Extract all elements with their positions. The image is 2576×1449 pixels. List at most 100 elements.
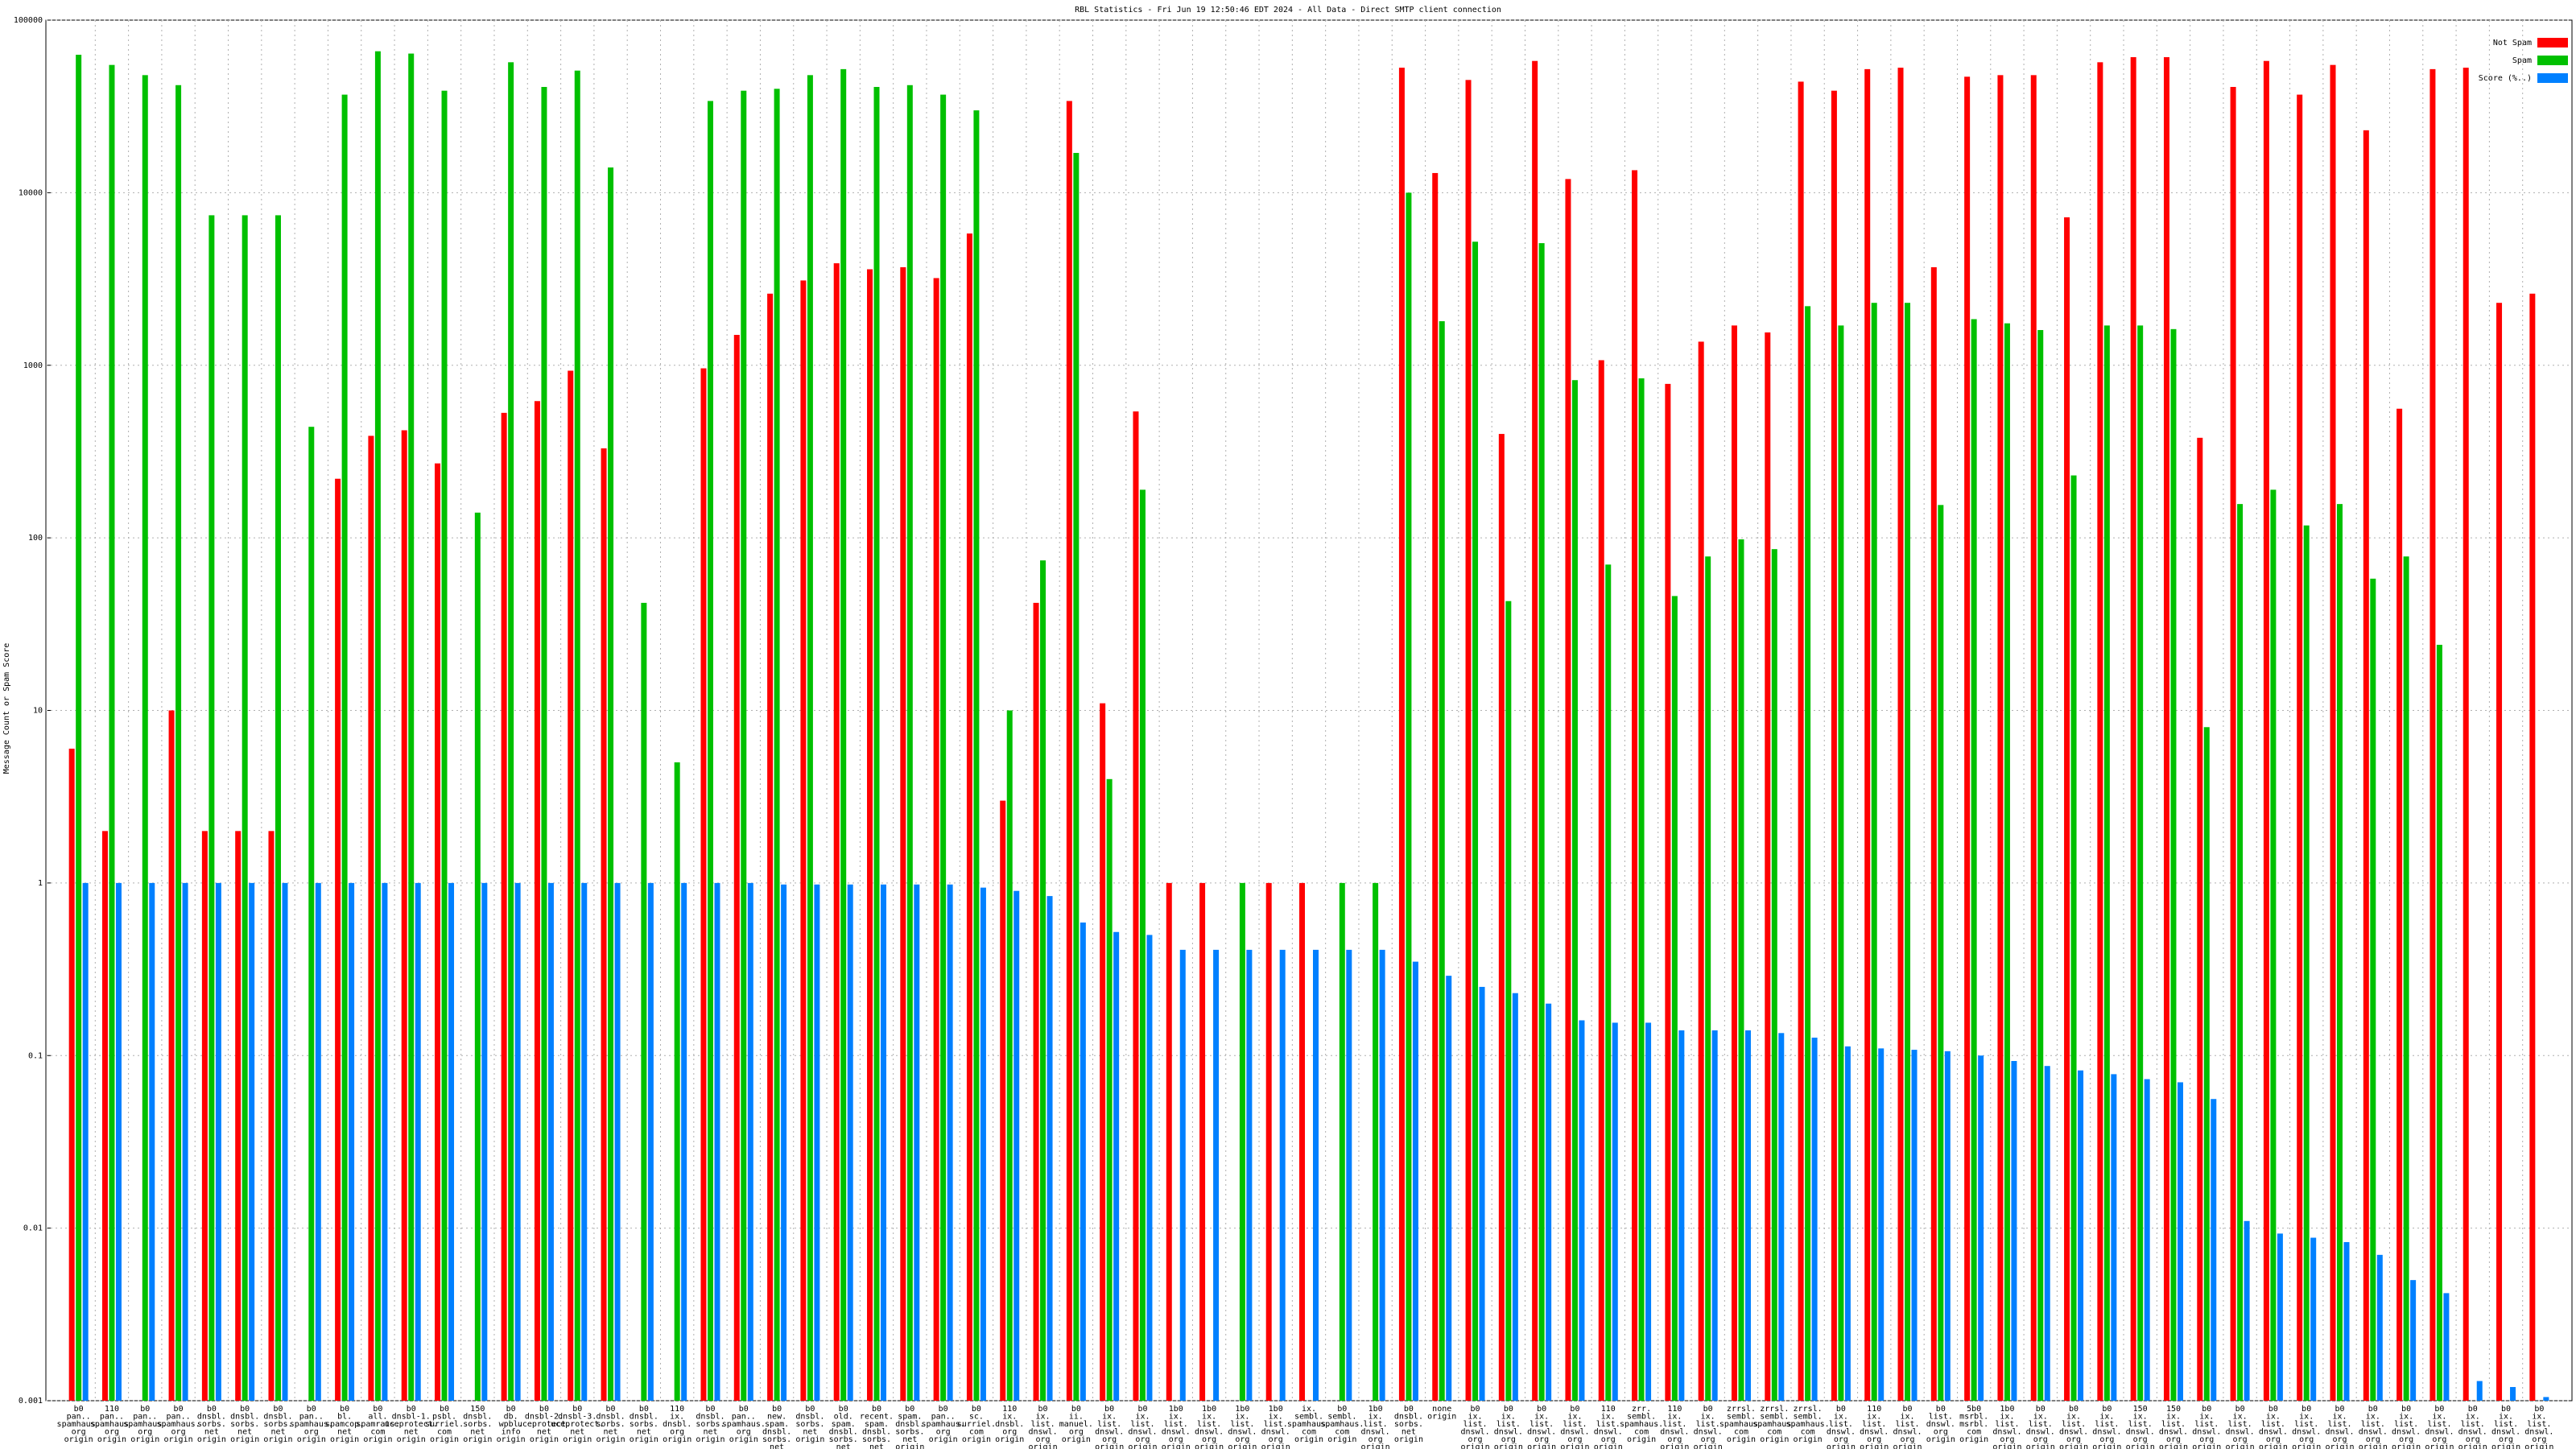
bar bbox=[2197, 437, 2203, 1401]
x-tick-label: b0 ix. list. dnswl. org origin bbox=[2292, 1405, 2321, 1449]
x-tick-label: b0 ii. manuel. org origin bbox=[1059, 1405, 1093, 1444]
x-tick-label: b0 ix. list. dnswl. org origin bbox=[2458, 1405, 2487, 1449]
bar bbox=[2203, 727, 2210, 1401]
x-tick-label: b0 dnsbl. sorbs. net origin bbox=[1394, 1405, 1423, 1444]
bar bbox=[2277, 1233, 2283, 1401]
bar bbox=[1612, 1022, 1618, 1401]
bar bbox=[1598, 360, 1604, 1401]
bar bbox=[1579, 1020, 1585, 1401]
bar bbox=[2303, 525, 2310, 1401]
bar bbox=[1864, 68, 1871, 1401]
bar bbox=[1346, 949, 1352, 1401]
x-tick-label: none origin bbox=[1427, 1405, 1456, 1422]
bar bbox=[1339, 882, 1345, 1401]
x-tick-label: 150 ix. list. dnswl. org origin bbox=[2126, 1405, 2155, 1449]
bar bbox=[1046, 896, 1053, 1401]
bar bbox=[2443, 1293, 2450, 1401]
x-tick-label: b0 ix. list. dnswl. org origin bbox=[1827, 1405, 1856, 1449]
bar bbox=[1698, 341, 1704, 1401]
x-tick-label: zrr. sembl. spamhaus. com origin bbox=[1620, 1405, 1663, 1444]
bar bbox=[601, 448, 607, 1402]
bar bbox=[547, 882, 554, 1401]
x-tick-label: 150 ix. list. dnswl. org origin bbox=[2159, 1405, 2188, 1449]
bar bbox=[781, 884, 787, 1401]
y-axis-label: Message Count or Spam Score bbox=[2, 643, 11, 774]
bar bbox=[2111, 1074, 2117, 1401]
bar bbox=[2297, 94, 2303, 1401]
bar bbox=[1805, 306, 1811, 1401]
bar bbox=[1844, 1046, 1851, 1401]
bar bbox=[1439, 321, 1445, 1401]
bar bbox=[2011, 1061, 2017, 1401]
x-tick-label: b0 ix. list. dnswl. org origin bbox=[2226, 1405, 2255, 1449]
bar bbox=[142, 75, 148, 1402]
x-tick-label: b0 ix. list. dnswl. org origin bbox=[1694, 1405, 1723, 1449]
bar bbox=[1971, 319, 1977, 1401]
bar bbox=[814, 884, 820, 1401]
bar bbox=[973, 110, 980, 1401]
x-tick-label: b0 psbl. surriel. com origin bbox=[425, 1405, 464, 1444]
x-tick-label: b0 pan.. spamhaus. org origin bbox=[156, 1405, 200, 1444]
bar bbox=[1546, 1003, 1552, 1401]
bar bbox=[1265, 882, 1272, 1401]
bar bbox=[774, 89, 780, 1402]
bar bbox=[382, 882, 388, 1401]
bar bbox=[282, 882, 288, 1401]
bar bbox=[1765, 332, 1771, 1401]
x-tick-label: b0 dnsbl-1. uceprotect. net origin bbox=[385, 1405, 438, 1444]
bar bbox=[707, 101, 713, 1401]
bar bbox=[1113, 931, 1120, 1401]
chart-title: RBL Statistics - Fri Jun 19 12:50:46 EDT… bbox=[1075, 6, 1501, 14]
bar bbox=[2343, 1241, 2350, 1401]
bar bbox=[906, 85, 913, 1402]
bar bbox=[82, 882, 89, 1401]
bar bbox=[2177, 1082, 2183, 1401]
x-tick-label: b0 dnsbl. sorbs. net origin bbox=[630, 1405, 658, 1444]
bar bbox=[2211, 1099, 2217, 1401]
bar bbox=[1838, 325, 1844, 1401]
bar bbox=[2170, 328, 2177, 1401]
bar bbox=[933, 278, 939, 1401]
bar bbox=[1632, 170, 1638, 1401]
x-tick-label: b0 sc. surriel. com origin bbox=[957, 1405, 996, 1444]
x-tick-label: b0 db. wpbl. info origin bbox=[497, 1405, 526, 1444]
x-tick-label: b0 ix. list. dnswl. org origin bbox=[2192, 1405, 2221, 1449]
bar bbox=[68, 749, 75, 1401]
bar bbox=[2037, 329, 2044, 1401]
legend-label: Score (%..) bbox=[2479, 74, 2532, 83]
bar bbox=[448, 882, 455, 1401]
bar bbox=[747, 882, 753, 1401]
bar bbox=[1571, 380, 1578, 1401]
bar bbox=[541, 87, 547, 1401]
bar bbox=[1446, 976, 1452, 1401]
bar bbox=[1139, 489, 1146, 1401]
bar bbox=[714, 882, 720, 1401]
bar bbox=[966, 233, 972, 1402]
bar bbox=[1040, 560, 1046, 1401]
bar bbox=[641, 602, 647, 1401]
bar bbox=[1964, 76, 1971, 1401]
bar bbox=[568, 370, 574, 1401]
bar bbox=[867, 269, 873, 1401]
bar bbox=[1080, 922, 1086, 1401]
bar bbox=[149, 882, 155, 1401]
bar bbox=[2496, 303, 2503, 1401]
bar bbox=[2130, 57, 2136, 1402]
x-tick-label: b0 ix. list. dnswl. org origin bbox=[1527, 1405, 1556, 1449]
bar bbox=[441, 90, 448, 1401]
bar bbox=[1146, 935, 1153, 1401]
y-tick-label: 100 bbox=[28, 534, 43, 543]
x-tick-label: b0 list. dnswl. org origin bbox=[1926, 1405, 1955, 1444]
bar bbox=[2436, 644, 2442, 1401]
x-tick-label: 110 ix. list. dnswl. org origin bbox=[1594, 1405, 1623, 1449]
x-tick-label: b0 ix. list. dnswl. org origin bbox=[2026, 1405, 2055, 1449]
x-tick-label: 1b0 ix. list. dnswl. org origin bbox=[1261, 1405, 1290, 1449]
bar bbox=[1279, 949, 1286, 1401]
x-tick-label: b0 ix. list. dnswl. org origin bbox=[2524, 1405, 2553, 1449]
bar bbox=[308, 427, 315, 1401]
x-tick-label: 110 ix. dnsbl. org origin bbox=[663, 1405, 691, 1444]
bar bbox=[2004, 323, 2010, 1402]
